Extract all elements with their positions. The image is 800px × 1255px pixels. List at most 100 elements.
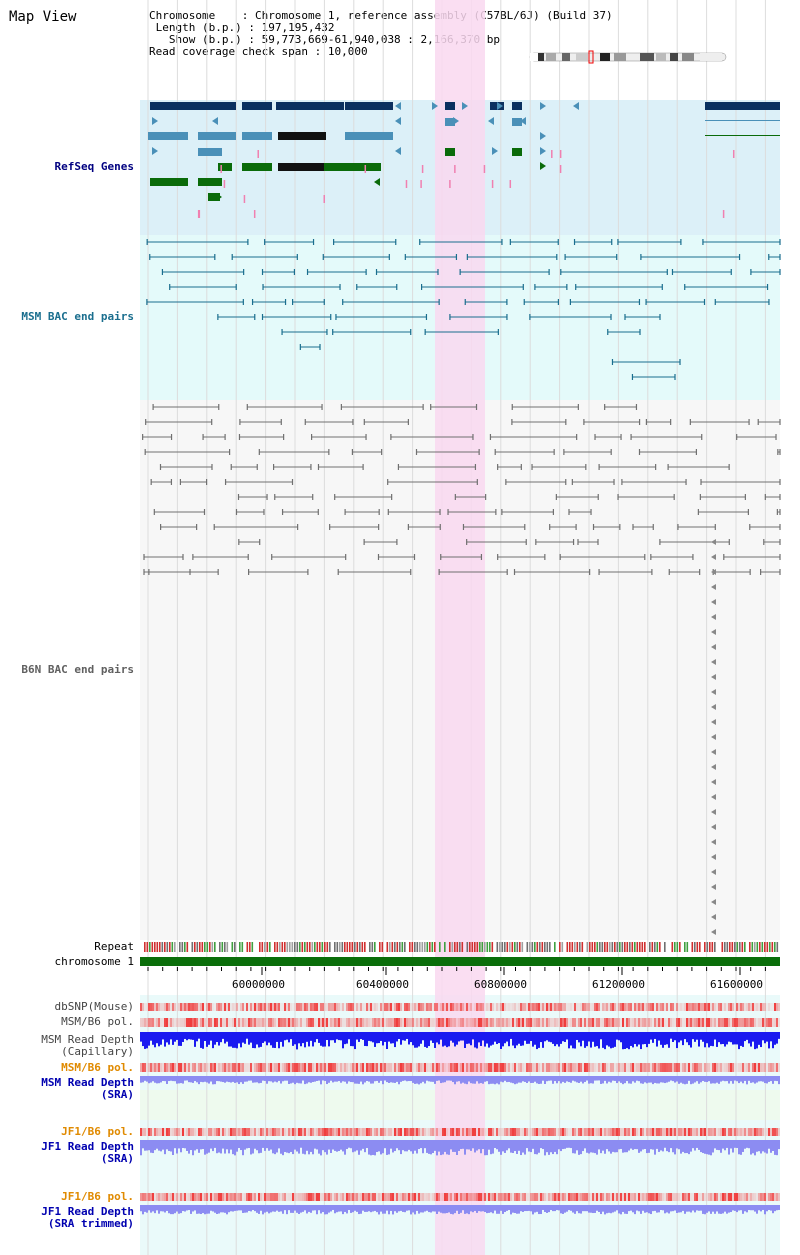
polymorphism-cell [154,1193,156,1201]
read-depth-bar [552,1076,554,1084]
polymorphism-cell [176,1063,178,1072]
polymorphism-cell [204,1018,206,1027]
read-depth-bar [156,1140,158,1149]
polymorphism-cell [750,1063,752,1072]
b6n-bac-end-marker [711,929,716,935]
read-depth-bar [434,1140,436,1151]
read-depth-bar [424,1205,426,1212]
polymorphism-cell [508,1018,510,1027]
read-depth-bar [456,1140,458,1155]
read-depth-bar [728,1140,730,1155]
polymorphism-cell [160,1128,162,1136]
snp-tick [198,210,201,218]
read-depth-bar [502,1032,504,1047]
read-depth-bar [522,1076,524,1082]
read-depth-bar [160,1205,162,1212]
read-depth-bar [680,1032,682,1041]
read-depth-bar [748,1140,750,1149]
read-depth-bar [342,1205,344,1215]
polymorphism-cell [562,1193,564,1201]
polymorphism-cell [296,1193,298,1201]
polymorphism-cell [374,1018,376,1027]
read-depth-bar [748,1076,750,1081]
polymorphism-cell [266,1128,268,1136]
polymorphism-cell [480,1193,482,1201]
read-depth-bar [406,1076,408,1082]
polymorphism-cell [700,1003,702,1011]
polymorphism-cell [152,1063,154,1072]
read-depth-bar [652,1140,654,1150]
polymorphism-cell [428,1063,430,1072]
polymorphism-cell [418,1003,420,1011]
polymorphism-cell [338,1193,340,1201]
polymorphism-cell [438,1063,440,1072]
read-depth-bar [548,1140,550,1155]
track-label-msm-depth-capillary: MSM Read Depth (Capillary) [41,1033,134,1058]
polymorphism-cell [496,1018,498,1027]
polymorphism-cell [146,1018,148,1027]
read-depth-bar [674,1076,676,1083]
polymorphism-cell [710,1128,712,1136]
read-depth-bar [246,1032,248,1039]
polymorphism-cell [422,1063,424,1072]
track-label-refseq[interactable]: RefSeq Genes [54,160,134,173]
gene-feature [242,132,272,140]
read-depth-bar [236,1076,238,1083]
polymorphism-cell [248,1003,250,1011]
polymorphism-cell [390,1018,392,1027]
polymorphism-cell [686,1193,688,1201]
repeat-feature [186,942,189,952]
polymorphism-cell [154,1018,156,1027]
polymorphism-cell [320,1003,322,1011]
read-depth-bar [506,1076,508,1083]
polymorphism-cell [564,1128,566,1136]
polymorphism-cell [280,1128,282,1136]
polymorphism-cell [266,1193,268,1201]
read-depth-bar [338,1032,340,1041]
repeat-feature [349,942,351,952]
polymorphism-cell [488,1003,490,1011]
polymorphism-cell [478,1018,480,1027]
polymorphism-cell [452,1063,454,1072]
polymorphism-cell [174,1018,176,1027]
read-depth-bar [534,1032,536,1045]
read-depth-bar [488,1076,490,1085]
polymorphism-cell [230,1128,232,1136]
read-depth-bar [698,1076,700,1084]
polymorphism-cell [760,1063,762,1072]
read-depth-bar [246,1205,248,1213]
polymorphism-cell [750,1003,752,1011]
polymorphism-cell [758,1018,760,1027]
read-depth-bar [724,1140,726,1151]
read-depth-bar [204,1076,206,1082]
read-depth-bar [678,1205,680,1213]
polymorphism-cell [272,1018,274,1027]
polymorphism-cell [732,1128,734,1136]
polymorphism-cell [612,1193,614,1201]
gene-arrow [540,162,546,170]
polymorphism-cell [632,1063,634,1072]
gene-arrow [395,147,401,155]
read-depth-bar [506,1032,508,1042]
polymorphism-cell [362,1193,364,1201]
polymorphism-cell [358,1063,360,1072]
gene-feature [345,132,393,140]
polymorphism-cell [582,1003,584,1011]
read-depth-bar [552,1205,554,1212]
polymorphism-cell [238,1128,240,1136]
read-depth-bar [204,1205,206,1215]
track-label-msm-bac[interactable]: MSM BAC end pairs [21,310,134,323]
read-depth-bar [554,1076,556,1082]
read-depth-bar [304,1032,306,1048]
read-depth-bar [338,1140,340,1152]
polymorphism-cell [392,1063,394,1072]
read-depth-bar [172,1076,174,1082]
polymorphism-cell [308,1063,310,1072]
track-label-b6n-bac[interactable]: B6N BAC end pairs [21,663,134,676]
read-depth-bar [182,1032,184,1042]
read-depth-bar [220,1140,222,1154]
read-depth-bar [308,1032,310,1047]
polymorphism-cell [186,1128,188,1136]
read-depth-bar [410,1032,412,1043]
